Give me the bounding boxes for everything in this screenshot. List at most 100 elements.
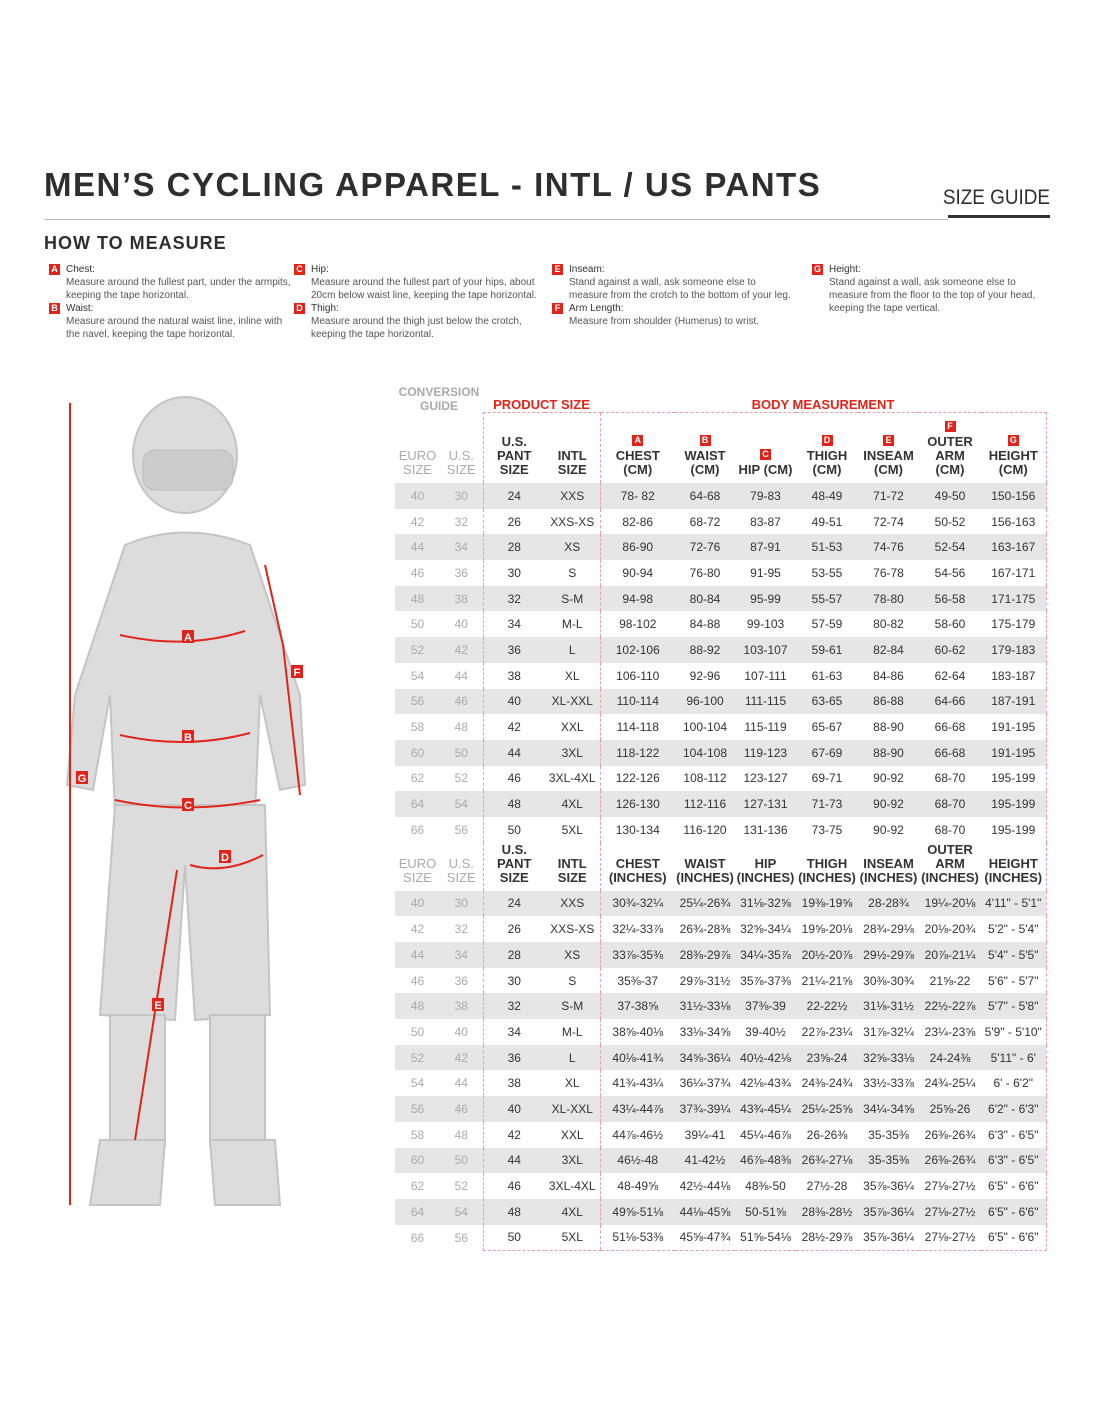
size-cell: 112-116 <box>675 791 735 817</box>
size-cell: 60-62 <box>919 637 981 663</box>
size-cell: 32 <box>454 514 468 529</box>
size-cell: 37-38⅝ <box>599 993 675 1020</box>
size-cell: 68-72 <box>689 514 721 529</box>
column-header-label: HEIGHT (INCHES) <box>984 855 1043 885</box>
instruction-label: Thigh: <box>311 303 339 314</box>
letter-badge: C <box>760 449 771 460</box>
size-guide-underline <box>948 215 1050 218</box>
column-header-label: WAIST (INCHES) <box>676 855 734 885</box>
column-header-label: THIGH (CM) <box>806 448 848 477</box>
size-cell: 86-88 <box>858 688 919 715</box>
size-cell: 35⅜-37 <box>599 967 675 994</box>
size-cell: 20⅞-21¼ <box>919 942 981 968</box>
size-cell: 90-92 <box>873 822 904 837</box>
size-cell: 32¼-33⅞ <box>599 916 675 942</box>
column-header-label: OUTER ARM (CM) <box>927 434 973 477</box>
size-cell: 28-28¾ <box>858 890 919 917</box>
size-cell: 46 <box>410 973 425 988</box>
size-cell: 36 <box>482 1044 545 1071</box>
size-cell: 46 <box>440 1096 483 1122</box>
size-cell: 46 <box>482 1173 545 1199</box>
size-cell: 44⅞-46½ <box>599 1121 675 1148</box>
size-cell: 26 <box>482 916 545 942</box>
size-cell: 64-66 <box>919 688 981 715</box>
size-cell: 45⅝-47¾ <box>675 1224 735 1252</box>
size-cell: 71-72 <box>858 483 919 509</box>
column-header-label: U.S. PANT SIZE <box>497 841 532 885</box>
size-chart-table: CONVERSION GUIDE PRODUCT SIZE BODY MEASURE… <box>395 380 1047 1252</box>
letter-badge: G <box>1007 435 1019 446</box>
size-cell: 66 <box>410 822 425 837</box>
size-cell: 49-51 <box>811 514 843 529</box>
size-cell: 92-96 <box>689 668 721 683</box>
size-cell: 34 <box>440 534 483 561</box>
size-cell: 83-87 <box>750 514 781 529</box>
size-cell: 99-103 <box>746 617 785 632</box>
size-cell: 156-163 <box>981 508 1047 535</box>
size-cell: 62 <box>410 771 425 786</box>
size-cell: 40 <box>482 688 545 715</box>
size-cell: 32⅝-33⅛ <box>858 1044 919 1071</box>
size-cell: 34¼-34⅝ <box>858 1096 919 1122</box>
label-g-badge: G <box>76 771 88 785</box>
size-cell: 110-114 <box>599 688 675 715</box>
size-cell: 5'11" - 6' <box>981 1044 1047 1071</box>
size-cell: 98-102 <box>599 611 675 638</box>
how-to-measure-heading: HOW TO MEASURE <box>44 233 227 253</box>
column-header: B WAIST (CM) <box>675 412 735 483</box>
size-cell: 56 <box>454 822 468 837</box>
column-header-label: CHEST (INCHES) <box>608 855 667 885</box>
size-cell: 34 <box>482 1019 545 1045</box>
size-cell: S <box>568 973 577 988</box>
size-cell: 46 <box>482 765 545 792</box>
svg-text:B: B <box>184 732 192 744</box>
size-cell: 107-111 <box>744 668 787 683</box>
right-leg-shape <box>209 1014 266 1146</box>
size-row: 50 40 34 M-L 98-102 84-88 99-103 57-59 80-82 58-6… <box>395 611 1047 638</box>
column-header-label: U.S. SIZE <box>446 448 476 477</box>
size-cell: 32 <box>482 585 545 612</box>
right-shoe-shape <box>208 1139 282 1206</box>
size-cell: 191-195 <box>981 714 1047 740</box>
size-cell: 27½-28 <box>806 1179 848 1194</box>
size-cell: 44⅛-45⅝ <box>675 1198 735 1225</box>
size-cell: 52-54 <box>919 534 981 561</box>
size-cell: 35⅞-36¼ <box>863 1179 914 1194</box>
column-header: G HEIGHT (CM) <box>981 412 1047 483</box>
letter-badge: F <box>552 303 563 314</box>
svg-text:C: C <box>184 800 192 812</box>
size-cell: 58-60 <box>934 617 966 632</box>
size-cell: 48 <box>482 1198 545 1225</box>
size-cell: 36¼-37¾ <box>679 1076 731 1091</box>
size-cell: 28⅜-28½ <box>796 1198 858 1225</box>
size-cell: M-L <box>561 617 583 632</box>
size-cell: XXS-XS <box>550 922 595 937</box>
size-cell: 73-75 <box>811 822 843 837</box>
size-cell: 37⅜-39 <box>735 993 796 1020</box>
size-cell: 52 <box>395 1044 440 1071</box>
size-cell: 30 <box>482 967 545 994</box>
size-row: 64 54 48 4XL 49⅝-51⅛ 44⅛-45⅝ 50-51⅝ 28⅜-28½ 35⅞-… <box>395 1198 1047 1225</box>
size-cell: 3XL <box>545 739 600 766</box>
column-header: D THIGH (CM) <box>796 412 858 483</box>
size-cell: 29⅞-31½ <box>679 973 731 988</box>
size-cell: 54 <box>440 791 483 817</box>
size-cell: 58 <box>410 720 425 735</box>
size-cell: 34⅝-36¼ <box>675 1044 735 1071</box>
size-cell: 103-107 <box>735 637 796 663</box>
size-cell: 114-118 <box>599 714 675 740</box>
size-cell: 42 <box>482 714 545 740</box>
size-cell: 26⅜-26¾ <box>919 1147 981 1174</box>
size-cell: 5'2" - 5'4" <box>981 916 1047 942</box>
label-a-badge: A <box>182 630 194 644</box>
size-cell: 40 <box>395 890 440 917</box>
size-cell: 80-82 <box>873 617 904 632</box>
size-cell: XXL <box>560 1127 584 1142</box>
size-cell: XL-XXL <box>545 1096 600 1122</box>
size-cell: 58 <box>410 1127 425 1142</box>
letter-badge: B <box>49 303 60 314</box>
size-cell: 38 <box>440 585 483 612</box>
instruction-item-g: G Height: Stand against a wall, ask someon… <box>810 263 1055 315</box>
size-cell: 167-171 <box>981 560 1047 586</box>
size-cell: 26¾-28⅜ <box>679 922 731 937</box>
